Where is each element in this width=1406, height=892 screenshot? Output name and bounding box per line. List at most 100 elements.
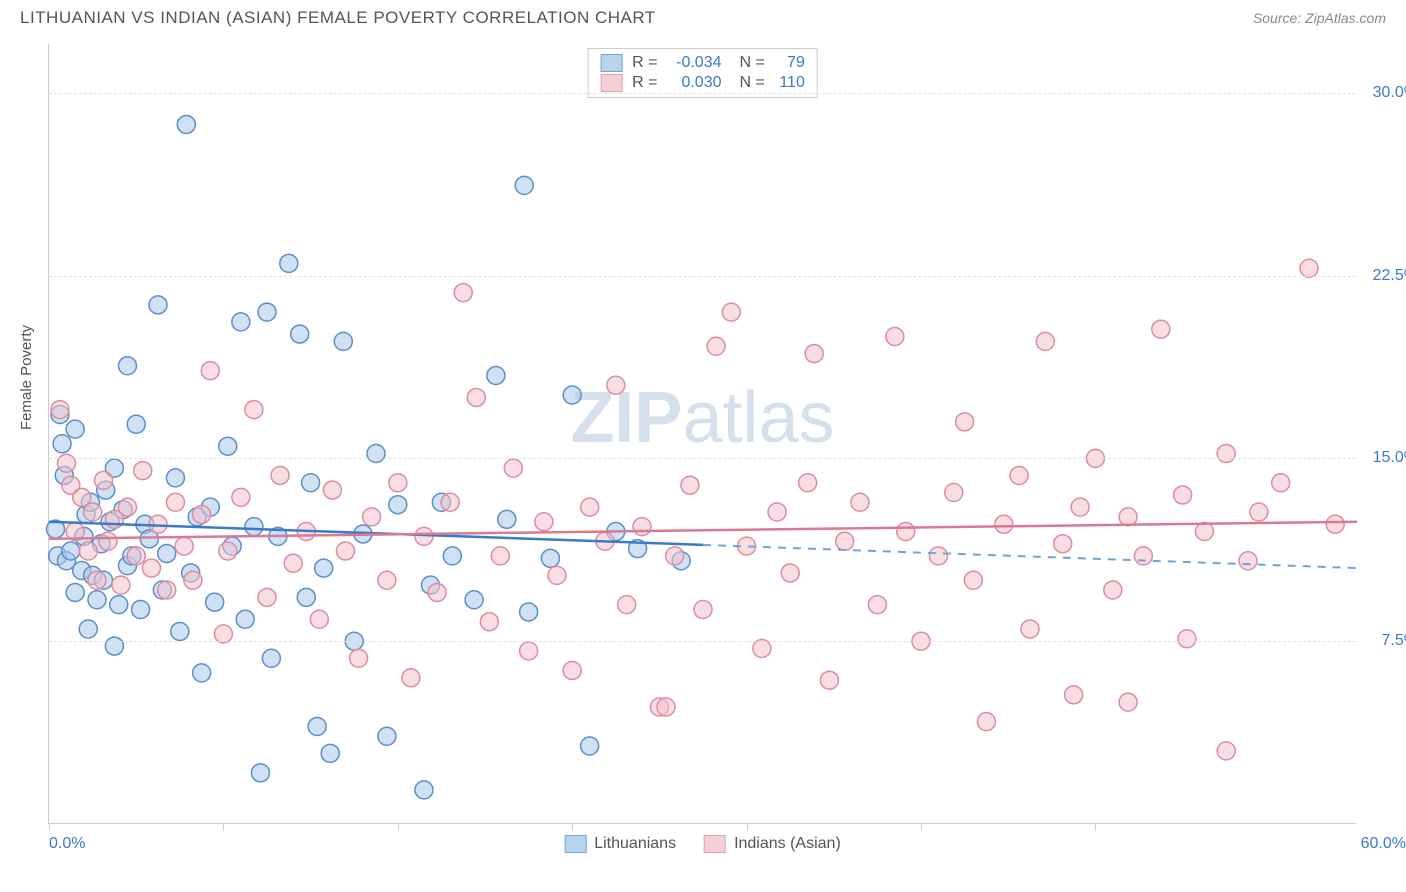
data-point bbox=[964, 571, 982, 589]
data-point bbox=[441, 493, 459, 511]
data-point bbox=[868, 596, 886, 614]
chart-source: Source: ZipAtlas.com bbox=[1253, 10, 1386, 26]
data-point bbox=[1104, 581, 1122, 599]
data-point bbox=[280, 254, 298, 272]
data-point bbox=[193, 505, 211, 523]
data-point bbox=[581, 498, 599, 516]
data-point bbox=[88, 591, 106, 609]
data-point bbox=[707, 337, 725, 355]
data-point bbox=[1119, 508, 1137, 526]
legend-label: Lithuanians bbox=[594, 835, 676, 853]
y-tick-label: 7.5% bbox=[1382, 632, 1406, 650]
y-axis-label: Female Poverty bbox=[18, 325, 35, 430]
chart-header: LITHUANIAN VS INDIAN (ASIAN) FEMALE POVE… bbox=[0, 0, 1406, 32]
data-point bbox=[84, 503, 102, 521]
data-point bbox=[127, 415, 145, 433]
data-point bbox=[467, 388, 485, 406]
legend-swatch bbox=[564, 835, 586, 853]
data-point bbox=[251, 764, 269, 782]
data-point bbox=[607, 376, 625, 394]
data-point bbox=[99, 532, 117, 550]
data-point bbox=[378, 727, 396, 745]
data-point bbox=[389, 474, 407, 492]
x-axis-end-label: 60.0% bbox=[1361, 835, 1406, 853]
data-point bbox=[1036, 332, 1054, 350]
data-point bbox=[112, 576, 130, 594]
legend-swatch bbox=[704, 835, 726, 853]
data-point bbox=[134, 462, 152, 480]
data-point bbox=[95, 471, 113, 489]
data-point bbox=[487, 367, 505, 385]
x-tick bbox=[223, 823, 224, 831]
data-point bbox=[1152, 320, 1170, 338]
data-point bbox=[88, 571, 106, 589]
data-point bbox=[504, 459, 522, 477]
data-point bbox=[177, 115, 195, 133]
gridline bbox=[49, 93, 1356, 94]
data-point bbox=[236, 610, 254, 628]
data-point bbox=[820, 671, 838, 689]
data-point bbox=[219, 437, 237, 455]
n-value: 79 bbox=[771, 54, 805, 72]
data-point bbox=[443, 547, 461, 565]
data-point bbox=[62, 542, 80, 560]
data-point bbox=[535, 513, 553, 531]
data-point bbox=[491, 547, 509, 565]
gridline bbox=[49, 276, 1356, 277]
legend-label: Indians (Asian) bbox=[734, 835, 841, 853]
data-point bbox=[805, 345, 823, 363]
data-point bbox=[321, 744, 339, 762]
gridline bbox=[49, 641, 1356, 642]
r-label: R = bbox=[632, 74, 657, 92]
data-point bbox=[681, 476, 699, 494]
y-tick-label: 22.5% bbox=[1373, 267, 1406, 285]
data-point bbox=[158, 544, 176, 562]
data-point bbox=[1054, 535, 1072, 553]
plot-svg bbox=[49, 44, 1356, 823]
data-point bbox=[350, 649, 368, 667]
data-point bbox=[310, 610, 328, 628]
data-point bbox=[1065, 686, 1083, 704]
data-point bbox=[428, 583, 446, 601]
data-point bbox=[127, 547, 145, 565]
x-tick bbox=[49, 823, 50, 831]
data-point bbox=[291, 325, 309, 343]
data-point bbox=[149, 296, 167, 314]
data-point bbox=[258, 588, 276, 606]
gridline bbox=[49, 458, 1356, 459]
data-point bbox=[1217, 445, 1235, 463]
data-point bbox=[799, 474, 817, 492]
data-point bbox=[851, 493, 869, 511]
data-point bbox=[118, 357, 136, 375]
data-point bbox=[336, 542, 354, 560]
data-point bbox=[79, 542, 97, 560]
data-point bbox=[1134, 547, 1152, 565]
data-point bbox=[657, 698, 675, 716]
data-point bbox=[541, 549, 559, 567]
legend-swatch bbox=[600, 54, 622, 72]
n-label: N = bbox=[740, 74, 765, 92]
data-point bbox=[57, 454, 75, 472]
data-point bbox=[367, 445, 385, 463]
data-point bbox=[219, 542, 237, 560]
data-point bbox=[245, 401, 263, 419]
r-value: 0.030 bbox=[664, 74, 722, 92]
data-point bbox=[836, 532, 854, 550]
x-tick bbox=[1095, 823, 1096, 831]
data-point bbox=[480, 613, 498, 631]
data-point bbox=[897, 523, 915, 541]
data-point bbox=[694, 601, 712, 619]
data-point bbox=[53, 435, 71, 453]
data-point bbox=[581, 737, 599, 755]
data-point bbox=[158, 581, 176, 599]
data-point bbox=[175, 537, 193, 555]
x-tick bbox=[572, 823, 573, 831]
n-label: N = bbox=[740, 54, 765, 72]
data-point bbox=[302, 474, 320, 492]
data-point bbox=[402, 669, 420, 687]
data-point bbox=[171, 622, 189, 640]
data-point bbox=[515, 176, 533, 194]
data-point bbox=[389, 496, 407, 514]
data-point bbox=[465, 591, 483, 609]
data-point bbox=[206, 593, 224, 611]
